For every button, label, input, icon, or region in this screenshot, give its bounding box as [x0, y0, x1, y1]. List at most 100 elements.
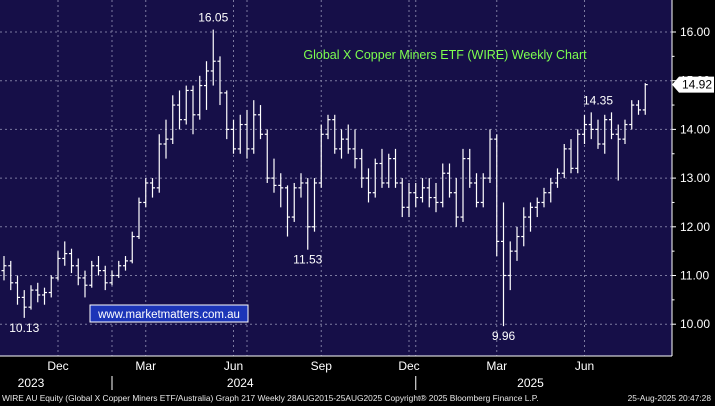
ohlc-bar	[156, 134, 162, 193]
price-annotation: 14.35	[583, 93, 613, 107]
gridlines	[0, 0, 672, 356]
ohlc-bar	[568, 139, 574, 174]
ohlc-bar	[258, 105, 263, 140]
ohlc-bar	[116, 260, 122, 278]
ohlc-bar	[575, 129, 581, 174]
ohlc-bar	[636, 100, 641, 115]
ohlc-bar	[501, 202, 506, 327]
ohlc-bar	[393, 148, 398, 188]
ohlc-bar	[561, 144, 567, 179]
ohlc-bar	[487, 129, 493, 183]
ohlc-bar	[460, 148, 466, 222]
y-tick-label: 14.00	[680, 122, 710, 136]
footer-timestamp: 25-Aug-2025 20:47:28	[627, 393, 711, 403]
ohlc-bar	[595, 119, 601, 149]
ohlc-bar	[420, 178, 425, 203]
ohlc-bar	[163, 119, 169, 159]
ohlc-bar	[136, 197, 142, 239]
ohlc-bar	[298, 173, 304, 198]
y-tick-label: 10.00	[680, 317, 710, 331]
ohlc-bar	[352, 129, 358, 169]
ohlc-bar	[251, 100, 257, 154]
ohlc-bar	[507, 241, 513, 291]
ohlc-bar	[62, 241, 68, 266]
ohlc-bar	[359, 148, 365, 188]
footer-bar: WIRE AU Equity (Global X Copper Miners E…	[0, 390, 715, 406]
ohlc-bar	[143, 178, 149, 208]
ohlc-bar	[345, 124, 351, 154]
ohlc-bar	[42, 287, 47, 305]
ohlc-bar	[210, 29, 216, 86]
ohlc-bar	[426, 178, 432, 208]
price-annotation: 9.96	[492, 329, 516, 343]
ohlc-bar	[75, 258, 81, 286]
ohlc-bar	[69, 248, 74, 274]
ohlc-bar	[534, 197, 540, 218]
chart-title: Global X Copper Miners ETF (WIRE) Weekly…	[303, 48, 587, 62]
ohlc-bar	[467, 148, 473, 188]
y-tick-label: 11.00	[680, 269, 709, 283]
ohlc-bar	[339, 129, 344, 159]
ohlc-bar	[548, 178, 554, 203]
ohlc-bar	[150, 178, 155, 198]
ohlc-bar	[386, 153, 392, 188]
ohlc-bar	[312, 178, 317, 232]
ohlc-bar	[237, 114, 243, 154]
ohlc-bar	[170, 95, 176, 145]
ohlc-bar	[447, 163, 452, 198]
x-month-label: Sep	[311, 359, 333, 373]
ohlc-bar	[224, 90, 230, 140]
ohlc-bar	[82, 270, 88, 298]
watermark-text: www.marketmatters.com.au	[97, 309, 240, 321]
ohlc-bar	[582, 114, 587, 145]
ohlc-bar	[231, 119, 236, 154]
ohlc-bar	[325, 114, 331, 140]
x-month-label: Dec	[47, 359, 68, 373]
ohlc-bar	[602, 114, 608, 154]
ohlc-bar	[96, 256, 101, 276]
ohlc-bar	[609, 112, 614, 140]
ohlc-bar	[622, 119, 628, 145]
ohlc-bar	[528, 202, 533, 232]
ohlc-bar	[541, 187, 547, 208]
ohlc-bar	[264, 129, 270, 183]
ohlc-bar	[305, 178, 311, 250]
price-annotation: 10.13	[9, 321, 39, 335]
ohlc-bar	[177, 90, 182, 130]
ohlc-bar	[109, 270, 115, 286]
ohlc-bar	[332, 114, 338, 154]
ohlc-bar	[271, 158, 277, 193]
last-price-marker: 14.92	[672, 76, 714, 93]
ohlc-bar	[372, 158, 378, 198]
ohlc-bar	[35, 282, 41, 303]
ohlc-bar	[21, 290, 27, 318]
ohlc-bar	[28, 285, 34, 310]
ohlc-bar	[278, 173, 284, 208]
footer-source: WIRE AU Equity (Global X Copper Miners E…	[2, 393, 539, 403]
ohlc-bar	[379, 148, 385, 188]
x-year-label: 2025	[517, 376, 544, 390]
ohlc-bar	[474, 173, 479, 208]
ohlc-bar	[318, 124, 324, 188]
x-month-label: Jun	[224, 359, 243, 373]
watermark: www.marketmatters.com.au	[89, 304, 249, 323]
ohlc-bar	[197, 75, 203, 120]
ohlc-bar	[129, 231, 135, 264]
last-price-label: 14.92	[682, 78, 712, 92]
ohlc-bar	[514, 226, 520, 261]
ohlc-bar	[480, 173, 486, 208]
ohlc-bar	[406, 182, 412, 218]
x-year-label: 2023	[18, 376, 45, 390]
ohlc-bar	[190, 85, 196, 135]
ohlc-bar	[55, 251, 61, 281]
x-month-label: Mar	[486, 359, 507, 373]
price-annotation: 16.05	[198, 11, 228, 25]
wire-weekly-chart: 16.05 10.13 11.53 9.96 14.35 Global X Copper…	[0, 0, 715, 390]
ohlc-bar	[204, 61, 209, 110]
last-price-box	[672, 76, 714, 93]
ohlc-bar	[555, 168, 560, 188]
ohlc-bar	[15, 275, 20, 305]
ohlc-bar	[494, 134, 500, 257]
ohlc-bar	[217, 56, 223, 106]
